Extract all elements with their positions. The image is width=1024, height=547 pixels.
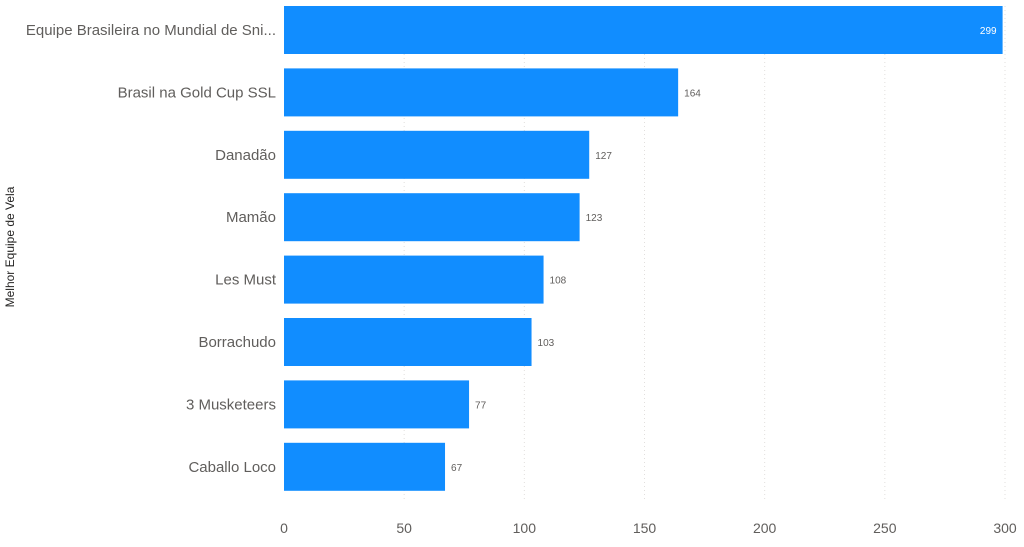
x-tick-label: 250 xyxy=(873,520,897,536)
bar[interactable] xyxy=(284,318,532,366)
x-tick-label: 200 xyxy=(753,520,777,536)
bars xyxy=(284,6,1003,491)
data-label: 67 xyxy=(451,463,463,474)
data-label: 164 xyxy=(684,88,701,99)
x-tick-label: 50 xyxy=(396,520,412,536)
data-label: 127 xyxy=(595,151,612,162)
x-tick-label: 0 xyxy=(280,520,288,536)
category-label: Caballo Loco xyxy=(188,459,276,476)
category-label: 3 Musketeers xyxy=(186,396,276,413)
bar[interactable] xyxy=(284,255,544,304)
data-label: 108 xyxy=(550,276,567,287)
x-axis-ticks: 0 50 100 150 200 250 300 xyxy=(280,520,1017,536)
category-label: Borrachudo xyxy=(198,334,276,351)
data-labels: 299 164 127 123 108 103 77 67 xyxy=(451,26,997,474)
category-label: Les Must xyxy=(215,272,277,289)
x-tick-label: 150 xyxy=(633,520,657,536)
x-tick-label: 300 xyxy=(993,520,1017,536)
bar[interactable] xyxy=(284,6,1003,54)
data-label: 77 xyxy=(475,400,487,411)
category-label: Equipe Brasileira no Mundial de Sni... xyxy=(26,22,276,39)
x-tick-label: 100 xyxy=(513,520,537,536)
data-label: 123 xyxy=(586,213,603,224)
category-label: Brasil na Gold Cup SSL xyxy=(118,84,276,101)
data-label: 299 xyxy=(980,26,997,37)
bar[interactable] xyxy=(284,130,590,179)
category-labels: Equipe Brasileira no Mundial de Sni... Br… xyxy=(26,22,277,476)
bar[interactable] xyxy=(284,442,446,491)
category-label: Danadão xyxy=(215,147,276,164)
bar[interactable] xyxy=(284,193,580,242)
bar[interactable] xyxy=(284,380,470,429)
category-label: Mamão xyxy=(226,209,276,226)
data-label: 103 xyxy=(538,338,555,349)
bar[interactable] xyxy=(284,68,679,117)
